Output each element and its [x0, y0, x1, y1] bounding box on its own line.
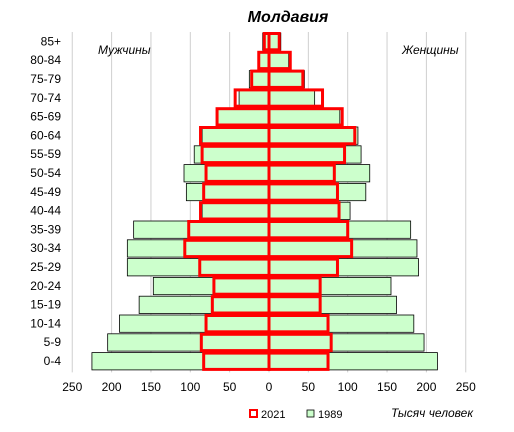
bar-1989-female-65-69 [268, 107, 341, 126]
legend-swatch-2021 [249, 409, 258, 418]
age-label-55-59: 55-59 [30, 147, 61, 161]
bar-2021-female-60-64 [267, 126, 357, 146]
age-label-30-34: 30-34 [30, 241, 61, 255]
bar-2021-female-65-69 [267, 107, 344, 127]
x-tick-6: 50 [302, 380, 316, 394]
x-tick-7: 100 [338, 380, 358, 394]
bar-1989-male-15-19 [138, 295, 270, 314]
x-tick-2: 150 [141, 380, 161, 394]
bar-1989-male-5-9 [107, 333, 270, 352]
bar-1989-female-55-59 [268, 145, 362, 164]
age-label-80-84: 80-84 [30, 53, 61, 67]
bar-1989-male-20-24 [152, 276, 270, 296]
age-group-labels: 0-4 5-9 10-14 15-19 20-24 25-29 30-34 35-39 40-4… [30, 34, 61, 368]
age-label-60-64: 60-64 [30, 128, 61, 142]
series-1989-bars [91, 32, 438, 371]
bar-1989-male-35-39 [133, 220, 270, 239]
bar-2021-female-0-4 [267, 351, 330, 371]
bar-2021-female-80-84 [267, 50, 292, 71]
bar-1989-female-50-54 [268, 164, 371, 183]
bar-1989-male-45-49 [185, 182, 270, 202]
x-tick-3: 100 [180, 380, 200, 394]
bar-1989-female-80-84 [268, 51, 290, 70]
bar-1989-female-75-79 [268, 70, 305, 89]
x-tick-8: 150 [377, 380, 397, 394]
bar-1989-female-10-14 [268, 314, 415, 333]
bar-2021-female-50-54 [267, 163, 336, 183]
legend-swatch-1989 [306, 409, 315, 418]
age-label-45-49: 45-49 [30, 185, 61, 199]
bar-2021-female-70-74 [267, 88, 325, 108]
legend: 2021 1989 [249, 409, 342, 421]
bar-2021-female-85+ [267, 32, 281, 52]
bar-1989-female-45-49 [268, 182, 367, 202]
age-label-50-54: 50-54 [30, 166, 61, 180]
age-label-15-19: 15-19 [30, 298, 61, 312]
bar-1989-male-65-69 [217, 107, 270, 126]
female-label: Женщины [401, 43, 459, 57]
bar-1989-female-25-29 [268, 258, 419, 277]
age-label-85+: 85+ [41, 34, 61, 48]
bar-2021-female-20-24 [267, 276, 322, 296]
x-tick-0: 250 [62, 380, 82, 394]
bar-2021-female-10-14 [267, 314, 330, 334]
bar-2021-female-35-39 [267, 220, 350, 240]
bar-1989-male-70-74 [238, 89, 270, 108]
x-tick-10: 250 [456, 380, 476, 394]
bar-2021-female-45-49 [267, 182, 339, 202]
male-label: Мужчины [98, 43, 151, 57]
legend-label-1989: 1989 [318, 409, 342, 421]
bar-1989-female-30-34 [268, 239, 418, 258]
bar-1989-female-15-19 [268, 295, 397, 314]
age-label-75-79: 75-79 [30, 72, 61, 86]
age-label-40-44: 40-44 [30, 204, 61, 218]
bar-1989-male-10-14 [119, 314, 270, 333]
age-label-70-74: 70-74 [30, 91, 61, 105]
x-tick-1: 200 [102, 380, 122, 394]
age-label-10-14: 10-14 [30, 316, 61, 330]
x-tick-4: 50 [223, 380, 237, 394]
bar-1989-male-0-4 [91, 352, 270, 371]
bar-1989-female-20-24 [268, 276, 392, 296]
x-tick-labels: 250 200 150 100 50 0 50 100 150 200 250 [62, 380, 476, 394]
legend-label-2021: 2021 [261, 409, 285, 421]
age-label-25-29: 25-29 [30, 260, 61, 274]
bar-2021-female-30-34 [267, 238, 354, 259]
series-2021-bars [183, 32, 357, 371]
x-tick-9: 200 [416, 380, 436, 394]
bar-1989-male-40-44 [201, 201, 270, 220]
bar-2021-female-40-44 [267, 201, 341, 221]
bar-2021-female-5-9 [267, 332, 333, 353]
bar-2021-female-25-29 [267, 257, 339, 277]
age-label-5-9: 5-9 [44, 335, 62, 349]
age-label-35-39: 35-39 [30, 222, 61, 236]
chart-title: Молдавия [248, 9, 329, 26]
bar-1989-male-55-59 [193, 145, 270, 164]
bar-1989-female-70-74 [268, 89, 316, 108]
age-label-20-24: 20-24 [30, 279, 61, 293]
bar-2021-female-15-19 [267, 295, 322, 315]
bar-1989-female-60-64 [268, 126, 359, 145]
x-axis-title: Тысяч человек [391, 406, 474, 420]
bar-1989-male-30-34 [126, 239, 270, 258]
bar-1989-female-5-9 [268, 333, 425, 352]
age-label-65-69: 65-69 [30, 110, 61, 124]
bar-1989-female-0-4 [268, 352, 438, 371]
bar-2021-female-55-59 [267, 144, 347, 165]
bar-1989-male-50-54 [183, 164, 270, 183]
bar-1989-male-60-64 [201, 126, 270, 145]
bar-2021-female-75-79 [267, 69, 305, 89]
x-tick-5: 0 [266, 380, 273, 394]
bar-1989-female-35-39 [268, 220, 412, 239]
bar-1989-male-25-29 [126, 258, 270, 277]
age-label-0-4: 0-4 [44, 354, 62, 368]
